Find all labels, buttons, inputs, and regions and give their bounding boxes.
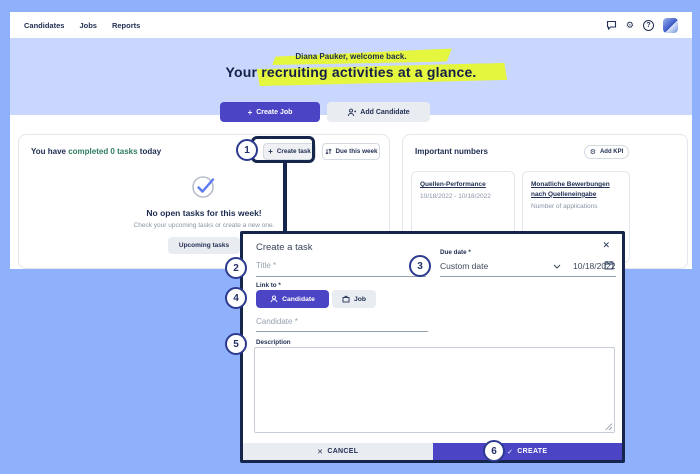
x-icon: ✕ (317, 448, 324, 456)
description-label: Description (256, 339, 291, 346)
due-date-value[interactable]: 10/18/2022 (573, 261, 616, 271)
annotation-connector-line (283, 162, 287, 232)
sort-icon (325, 148, 332, 155)
nav-link-jobs[interactable]: Jobs (79, 20, 97, 30)
add-kpi-button[interactable]: ⚙ Add KPI (584, 145, 629, 159)
page-title: Your recruiting activities at a glance. (225, 64, 477, 80)
due-this-week-button[interactable]: Due this week (322, 143, 380, 160)
due-date-underline (440, 276, 616, 277)
kpi-link[interactable]: Quellen-Performance (420, 181, 486, 188)
avatar[interactable] (663, 17, 678, 33)
due-this-week-label: Due this week (335, 148, 378, 155)
nav-link-reports[interactable]: Reports (111, 20, 141, 30)
modal-title: Create a task (256, 242, 313, 253)
person-add-icon (347, 108, 357, 117)
due-date-select[interactable]: Custom date (440, 261, 489, 271)
create-task-label: Create task (276, 148, 311, 155)
modal-footer: ✕ CANCEL ✓ CREATE (243, 443, 622, 460)
step-badge-3: 3 (409, 255, 431, 277)
title-input[interactable] (256, 276, 426, 277)
annotation-highlight-box (251, 136, 315, 163)
link-job-toggle[interactable]: Job (332, 290, 376, 308)
tasks-title-prefix: You have (31, 147, 69, 156)
settings-gear-icon[interactable]: ⚙ (625, 19, 634, 30)
create-label: CREATE (517, 448, 548, 455)
add-kpi-label: Add KPI (599, 149, 624, 155)
help-icon[interactable]: ? (643, 19, 654, 31)
create-task-modal: Create a task ✕ Title * Due date * Custo… (240, 231, 625, 463)
chat-icon[interactable] (606, 20, 617, 31)
gear-icon: ⚙ (589, 149, 596, 156)
link-candidate-toggle[interactable]: Candidate (256, 290, 329, 308)
check-icon: ✓ (507, 448, 514, 456)
tasks-empty-state: No open tasks for this week! Check your … (19, 173, 389, 254)
briefcase-icon (342, 295, 350, 303)
add-candidate-button[interactable]: Add Candidate (327, 102, 430, 122)
kpi-subtitle: Number of applications (531, 202, 598, 210)
upcoming-tasks-button[interactable]: Upcoming tasks (168, 237, 240, 254)
nav-icon-group: ⚙ ? (606, 17, 678, 33)
tasks-title-count: completed 0 tasks (68, 147, 138, 156)
due-date-label: Due date * (440, 249, 471, 256)
top-nav: Candidates Jobs Reports ⚙ ? (10, 12, 692, 38)
app-window: Candidates Jobs Reports ⚙ ? Diana Pauker… (10, 12, 692, 269)
empty-state-title: No open tasks for this week! (146, 208, 262, 218)
link-to-label: Link to * (256, 282, 281, 289)
kpi-link[interactable]: Monatliche Bewerbungen nach Quelleneinga… (531, 181, 610, 198)
check-circle-icon (191, 173, 217, 199)
create-button[interactable]: ✓ CREATE (432, 443, 622, 460)
tasks-card-title: You have completed 0 tasks today (31, 147, 161, 156)
description-textarea[interactable] (254, 347, 615, 433)
kpi-subtitle: 10/18/2022 - 10/18/2022 (420, 192, 491, 200)
step-badge-1: 1 (236, 139, 258, 161)
resize-handle[interactable] (605, 423, 612, 430)
plus-icon: + (247, 107, 253, 117)
link-job-label: Job (353, 295, 367, 303)
candidate-field-placeholder: Candidate * (256, 317, 298, 326)
step-badge-4: 4 (225, 287, 247, 309)
welcome-greeting: Diana Pauker, welcome back. (295, 52, 407, 61)
candidate-input[interactable] (256, 331, 428, 332)
create-task-button[interactable]: + Create task (263, 143, 316, 160)
title-field-placeholder: Title * (256, 261, 277, 270)
nav-link-candidates[interactable]: Candidates (24, 20, 65, 30)
empty-state-text: Check your upcoming tasks or create a ne… (133, 222, 275, 229)
calendar-icon[interactable] (604, 260, 614, 270)
plus-icon: + (268, 147, 273, 156)
important-numbers-title: Important numbers (415, 147, 488, 156)
tasks-title-suffix: today (137, 147, 162, 156)
cancel-label: CANCEL (327, 448, 359, 455)
cancel-button[interactable]: ✕ CANCEL (243, 443, 433, 460)
step-badge-6: 6 (483, 440, 505, 462)
person-icon (270, 295, 278, 303)
add-candidate-label: Add Candidate (360, 108, 410, 116)
create-job-button[interactable]: + Create Job (220, 102, 320, 122)
step-badge-2: 2 (225, 257, 247, 279)
link-candidate-label: Candidate (282, 295, 315, 303)
chevron-down-icon[interactable] (553, 264, 561, 269)
close-icon[interactable]: ✕ (602, 240, 610, 250)
step-badge-5: 5 (225, 333, 247, 355)
create-job-label: Create Job (256, 108, 293, 116)
